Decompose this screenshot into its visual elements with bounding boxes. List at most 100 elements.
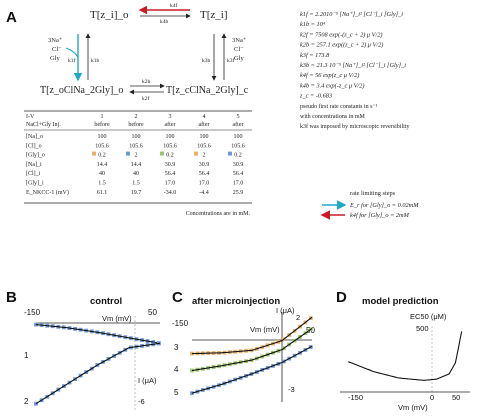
panel-b: B control -150 50 Vm (mV) I (μA) -6 1 2 xyxy=(6,289,161,410)
c-y-tick-pos: 2 xyxy=(296,313,300,322)
table-cell: 30.9 xyxy=(233,162,244,168)
table-cell: -4.4 xyxy=(199,190,209,196)
equation-line: k4b = 3.4 exp(-z_c μ V/2) xyxy=(300,82,364,89)
state-bottom-left: T[z_oClNa_2Gly]_o xyxy=(40,85,123,96)
table-row-label: [Na]_i xyxy=(26,162,42,168)
panel-letter-c: C xyxy=(172,289,183,306)
b-vm-label: Vm (mV) xyxy=(102,314,132,323)
series-line-2 xyxy=(35,342,161,405)
table-header-iv-5: 5 xyxy=(237,114,240,120)
table-cell: 56.4 xyxy=(233,171,244,177)
table-cell: 14.4 xyxy=(131,162,142,168)
table-row-label: [Gly]_i xyxy=(26,181,44,187)
equation-line: k4f = 56 exp(z_c μ V/2) xyxy=(300,72,359,79)
table-cell: 100 xyxy=(132,134,141,140)
d-x-label: Vm (mV) xyxy=(398,403,428,412)
table-cell: 100 xyxy=(234,134,243,140)
table-gly-marker xyxy=(194,151,198,156)
table-header-inj-3: after xyxy=(165,121,176,128)
table-cell: 105.6 xyxy=(163,143,177,149)
panel-c: C after microinjection -150 50 Vm (mV) I… xyxy=(172,289,315,402)
table-cell: 0.2 xyxy=(234,153,242,159)
c-x-tick-min: -150 xyxy=(172,319,189,328)
table-row-label: [Na]_o xyxy=(26,134,43,140)
panel-c-title: after microinjection xyxy=(192,296,280,307)
table-cell: 1.5 xyxy=(132,181,140,187)
b-i-label: I (μA) xyxy=(138,376,157,385)
b-y-tick-neg: -6 xyxy=(138,397,145,406)
table-cell: 19.7 xyxy=(131,190,142,196)
series-line-d xyxy=(348,331,463,381)
equation-line: k3f = 173.8 xyxy=(300,52,330,59)
ion-binding-arrow-left xyxy=(65,47,79,59)
equation-line: k3f was imposed by microscopic reversibi… xyxy=(300,123,409,130)
table-gly-marker xyxy=(228,151,232,156)
panel-d-title: model prediction xyxy=(362,296,439,307)
b-curve-label-2: 2 xyxy=(24,397,29,406)
table-header-iv-2: 2 xyxy=(135,114,138,120)
right-ions: 3Na⁺ Cl⁻ Gly xyxy=(232,37,248,62)
label-k1b: k1b xyxy=(91,58,100,64)
table-cell: 105.6 xyxy=(231,143,245,149)
table-cell: 25.9 xyxy=(233,190,244,196)
table-gly-marker xyxy=(160,151,164,156)
c-y-tick-neg: -3 xyxy=(288,385,295,394)
table-header-iv-4: 4 xyxy=(203,114,206,120)
d-y-label: EC50 (μM) xyxy=(410,312,447,321)
panel-b-title: control xyxy=(90,296,122,307)
table-cell: 2 xyxy=(135,153,138,159)
table-cell: 61.1 xyxy=(97,190,108,196)
label-k4f: k4f xyxy=(170,2,178,9)
table-header-inj-5: after xyxy=(233,121,244,128)
table-header-label-1: I-V xyxy=(26,114,35,120)
table-cell: 100 xyxy=(200,134,209,140)
table-row-label: E_NKCC-1 (mV) xyxy=(26,189,69,196)
table-cell: 17.0 xyxy=(199,181,210,187)
b-x-tick-max: 50 xyxy=(148,308,157,317)
d-x-tick-min: -150 xyxy=(348,393,363,402)
table-header-iv-3: 3 xyxy=(169,114,172,120)
table-cell: 2 xyxy=(203,153,206,159)
panel-letter-b: B xyxy=(6,289,17,306)
table-cell: 105.6 xyxy=(95,143,109,149)
equation-line: k2b = 257.1 exp((z_c + 2) μ V/2) xyxy=(300,42,383,49)
equation-line: k1b = 10⁴ xyxy=(300,21,326,28)
equation-line: pseudo first rate constants in s⁻¹ xyxy=(300,103,378,110)
table-cell: 100 xyxy=(98,134,107,140)
c-curve-label-3: 3 xyxy=(174,343,179,352)
legend-item-2: k4f for [Gly]_o = 2mM xyxy=(350,212,410,219)
label-k2f: k2f xyxy=(142,95,150,102)
panel-d: D model prediction EC50 (μM) 500 -150 0 … xyxy=(336,289,470,412)
c-vm-label: Vm (mV) xyxy=(250,325,280,334)
table-header-iv-1: 1 xyxy=(101,114,104,120)
left-ions: 3Na⁺ Cl⁻ Gly xyxy=(48,37,64,62)
table-row-label: [Cl]_i xyxy=(26,171,41,177)
equation-line: z_c = -0.683 xyxy=(299,93,332,100)
table-cell: 17.0 xyxy=(165,181,176,187)
series-line-3 xyxy=(191,316,313,355)
table-cell: 40 xyxy=(133,171,139,177)
c-curve-label-5: 5 xyxy=(174,388,179,397)
plot-b-marks xyxy=(34,322,161,406)
state-top-left: T[z_i]_o xyxy=(90,9,129,21)
panel-a: A T[z_i]_o T[z_i] T[z_oClNa_2Gly]_o T[z_… xyxy=(6,2,419,220)
rate-equations: k1f = 2.2010⁻⁵ [Na⁺]_i² [Cl⁻]_i [Gly]_ik… xyxy=(299,11,409,130)
c-i-label: I (μA) xyxy=(276,306,295,315)
table-row-label: [Gly]_o xyxy=(26,153,45,159)
panel-letter-a: A xyxy=(6,9,17,26)
d-x-tick-mid: 0 xyxy=(430,393,434,402)
plot-d-marks xyxy=(348,331,463,381)
table-cell: 30.9 xyxy=(199,162,210,168)
label-k3f: k3f xyxy=(227,57,235,64)
table-cell: 56.4 xyxy=(199,171,210,177)
plot-c-marks xyxy=(190,316,313,396)
legend-title: rate limiting steps xyxy=(350,190,396,197)
table-cell: 0.2 xyxy=(166,153,174,159)
table-cell: 30.9 xyxy=(165,162,176,168)
table-footnote: Concentrations are in mM. xyxy=(186,211,251,217)
table-row-label: [Cl]_o xyxy=(26,143,42,149)
table-cell: 1.5 xyxy=(98,181,106,187)
panel-letter-d: D xyxy=(336,289,347,306)
